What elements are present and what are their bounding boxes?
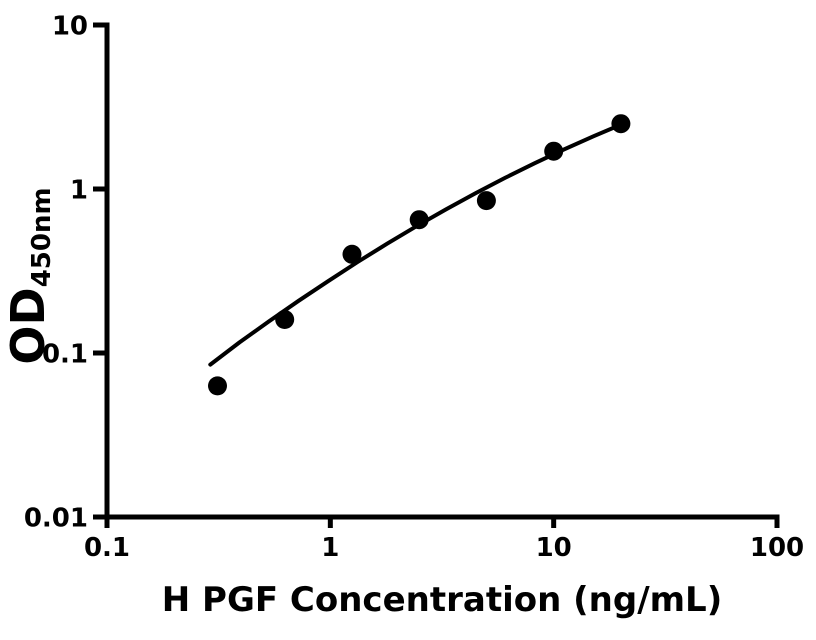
- data-point-marker: [342, 244, 362, 264]
- y-tick-label: 1: [70, 176, 88, 206]
- y-axis-title-main: OD: [1, 287, 55, 365]
- data-point-marker: [208, 376, 227, 396]
- data-point-marker: [409, 210, 429, 230]
- y-tick-label: 0.01: [24, 504, 88, 534]
- x-axis-title: H PGF Concentration (ng/mL): [161, 580, 723, 620]
- data-point-marker: [611, 114, 631, 134]
- y-tick-label: 10: [52, 12, 88, 42]
- fit-curve-path: [208, 121, 625, 367]
- y-axis-title-subscript: 450nm: [27, 187, 57, 288]
- y-tick-label: 0.1: [42, 340, 88, 370]
- data-point-marker: [476, 191, 496, 211]
- x-tick-label: 10: [536, 533, 572, 563]
- data-point-marker: [544, 141, 564, 161]
- x-tick-label: 0.1: [84, 533, 130, 563]
- x-tick-label: 100: [750, 533, 804, 563]
- x-tick-label: 1: [321, 533, 339, 563]
- data-point-marker: [275, 310, 295, 329]
- y-axis-title: OD450nm: [1, 187, 57, 364]
